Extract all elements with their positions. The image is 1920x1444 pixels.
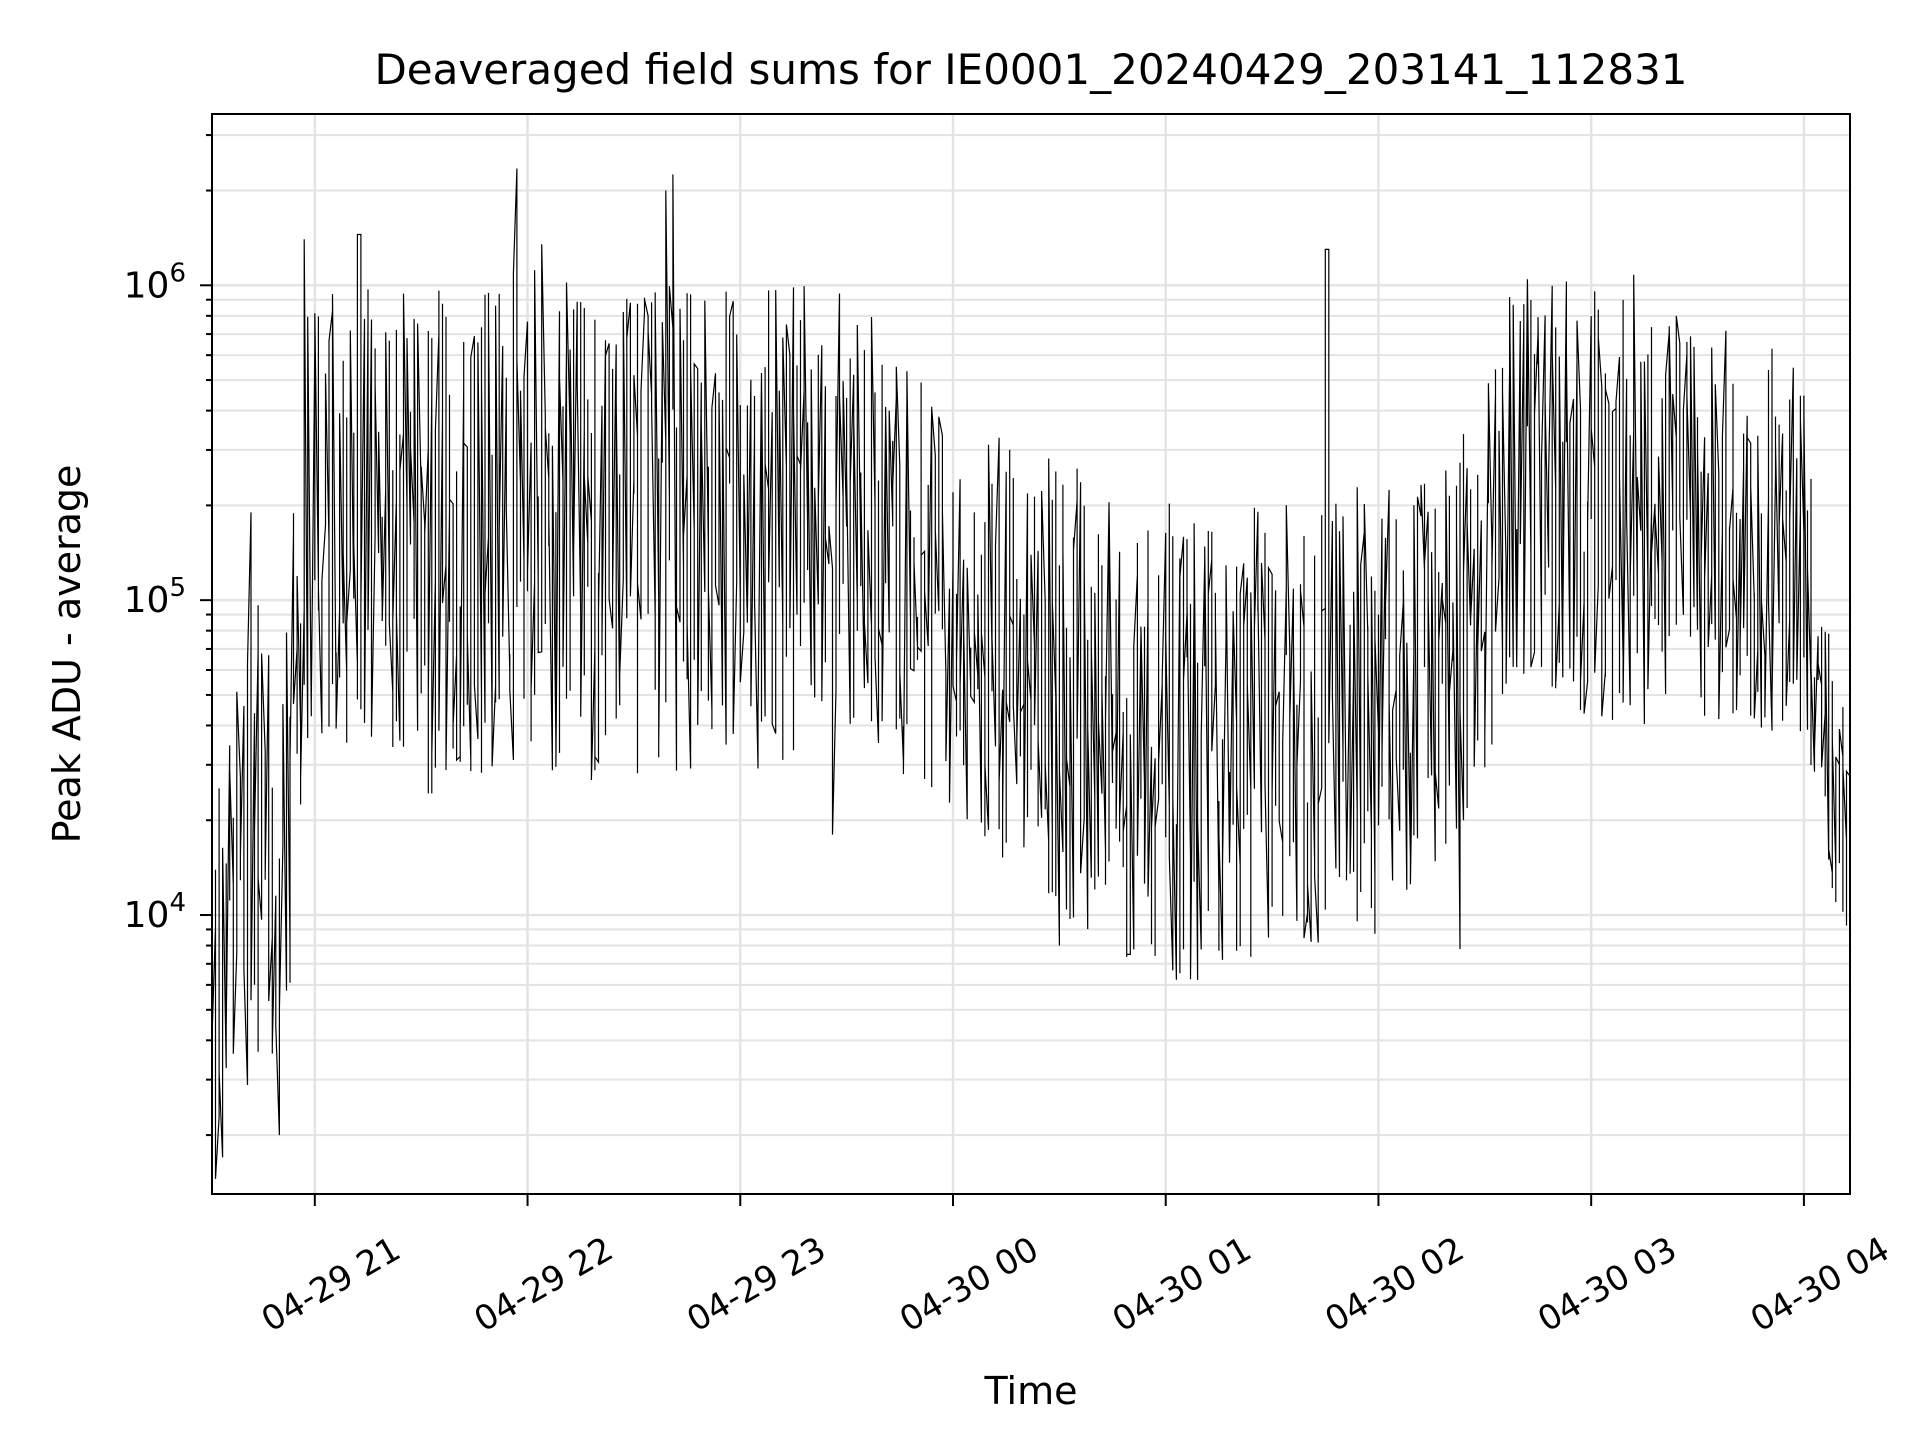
plot-frame [211,113,1851,1195]
x-axis-label: Time [984,1369,1078,1413]
y-axis-label: Peak ADU - average [45,465,89,844]
data-line [211,168,1851,1185]
y-tick-label: 104 [124,888,186,936]
y-tick-label: 105 [124,573,186,621]
chart-title: Deaveraged field sums for IE0001_2024042… [374,45,1687,94]
y-tick-label: 106 [124,258,186,306]
data-series [211,168,1851,1185]
